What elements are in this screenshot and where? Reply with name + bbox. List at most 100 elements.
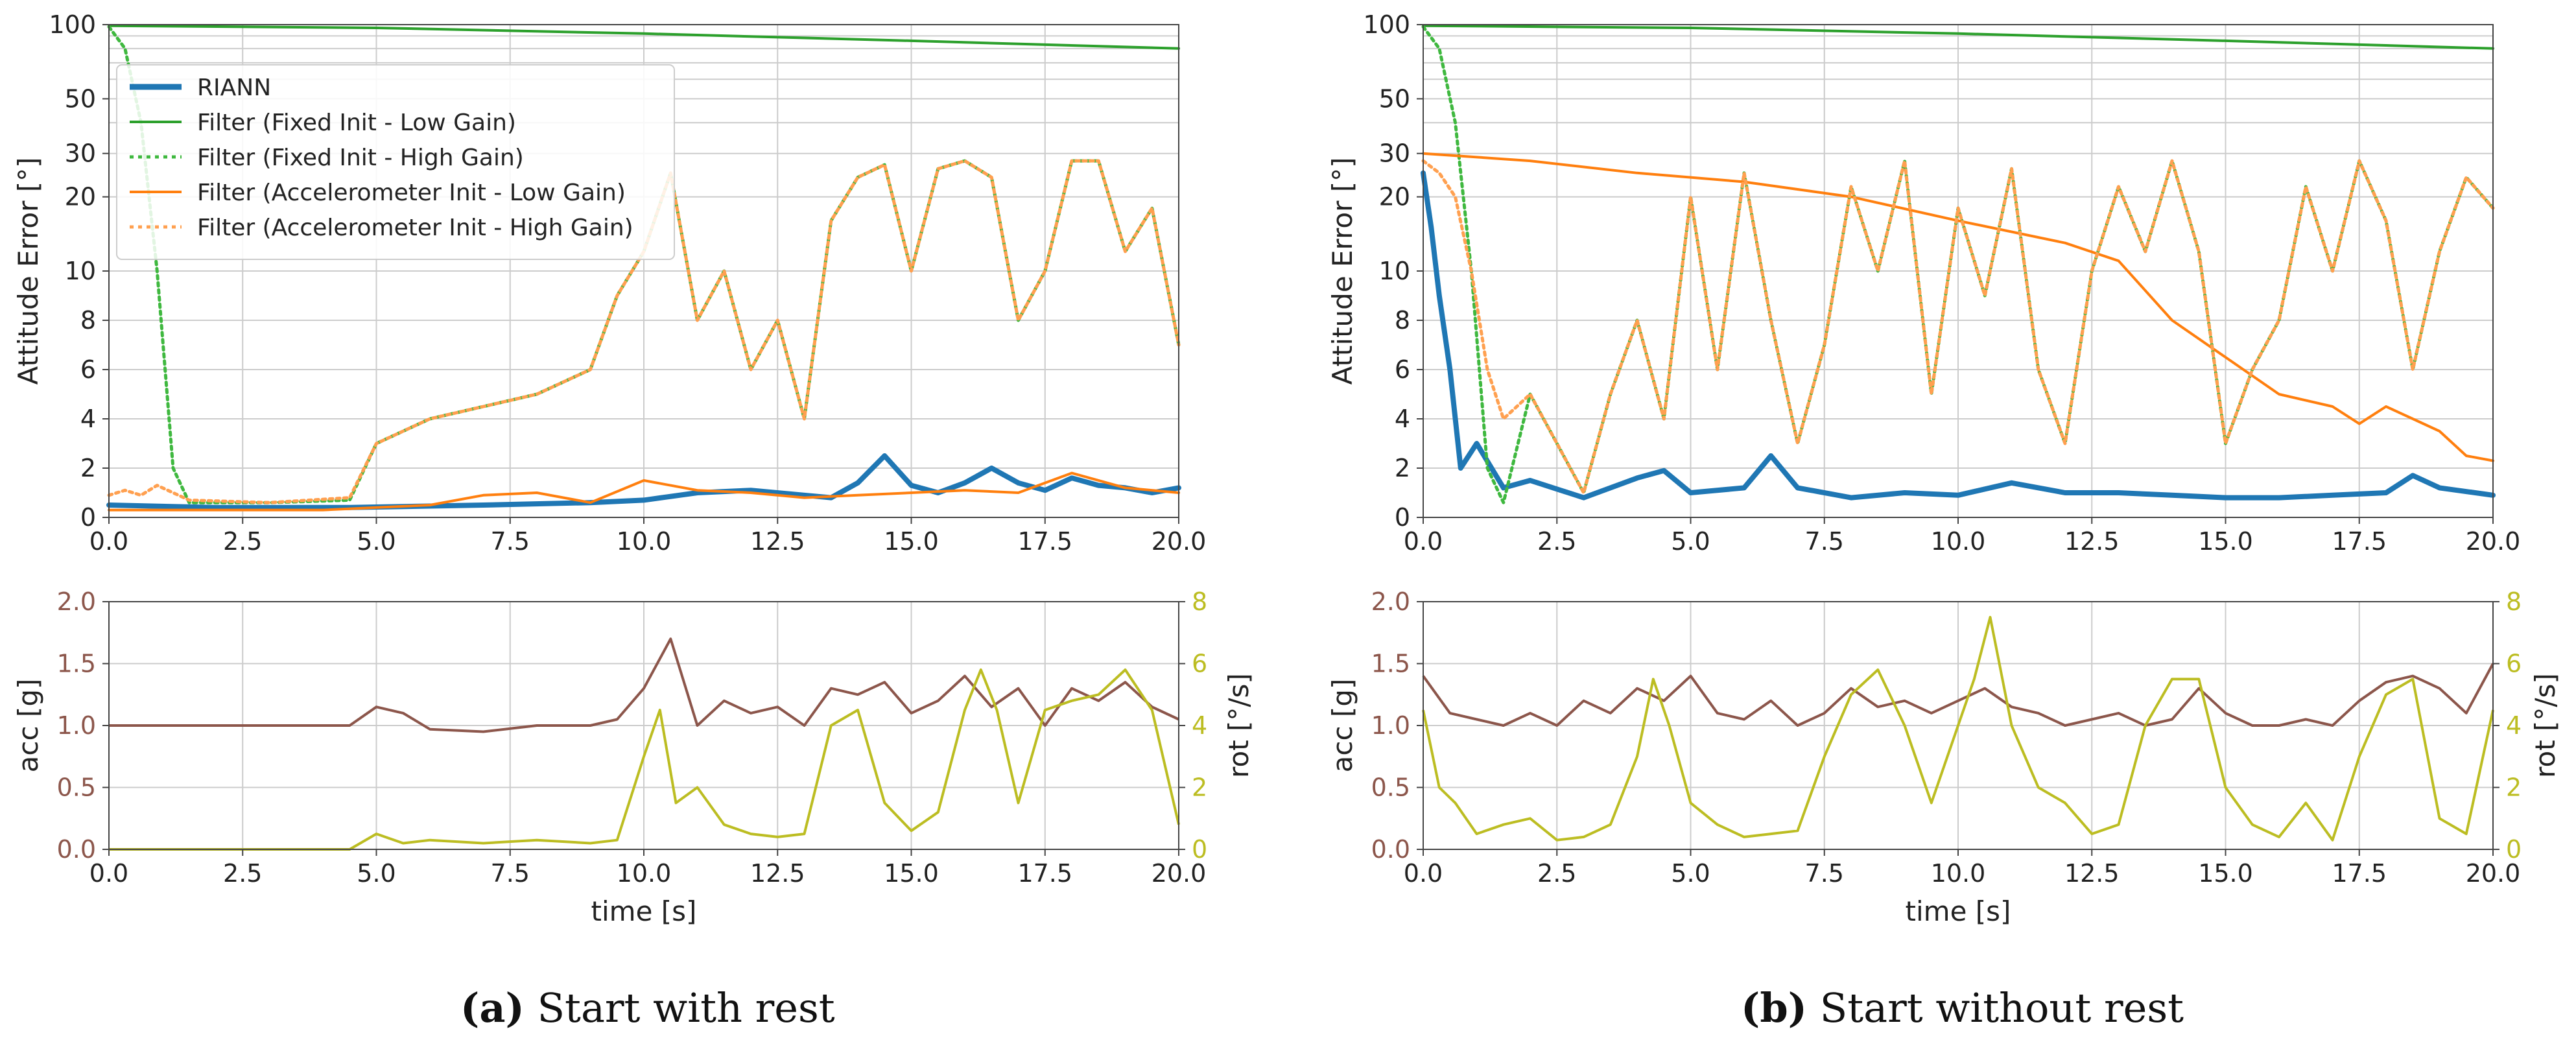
x-tick-label: 7.5 <box>491 527 530 556</box>
caption-panel-b: (b) Start without rest <box>1741 984 2184 1032</box>
y-tick-label-rot: 4 <box>2506 711 2522 740</box>
x-tick-label: 2.5 <box>1537 527 1576 556</box>
y-tick-label: 2 <box>1395 454 1410 482</box>
series-line-riann <box>106 453 1181 510</box>
x-tick-label: 2.5 <box>223 527 262 556</box>
x-tick-label: 7.5 <box>1805 859 1844 888</box>
y-tick-label-acc: 1.5 <box>1371 650 1410 678</box>
x-tick-label: 5.0 <box>1671 859 1710 888</box>
series-layer <box>109 637 1180 851</box>
x-tick-label: 7.5 <box>1805 527 1844 556</box>
y-axis-label-rot: rot [°/s] <box>2529 673 2561 778</box>
y-tick-label: 30 <box>1379 139 1410 168</box>
series-layer <box>106 24 1181 512</box>
x-tick-label: 10.0 <box>1931 859 1986 888</box>
y-tick-label-acc: 0.0 <box>57 835 96 864</box>
series-line-acc <box>109 637 1179 733</box>
caption-text: Start with rest <box>537 984 835 1032</box>
y-tick-label: 8 <box>80 306 96 335</box>
y-tick-label-rot: 4 <box>1192 711 1207 740</box>
y-tick-label-rot: 6 <box>1192 650 1207 678</box>
y-tick-label-acc: 0.5 <box>1371 773 1410 802</box>
y-axis-ticks: 0 2 4 6 8 10 20 30 50 100 <box>49 10 109 532</box>
legend-box <box>116 64 675 260</box>
x-tick-label: 15.0 <box>2198 859 2253 888</box>
y-tick-label: 6 <box>80 355 96 384</box>
y-tick-label: 30 <box>65 139 96 168</box>
y-tick-label-rot: 6 <box>2506 650 2522 678</box>
series-line-filter-accelerometer-init-high-gain <box>107 159 1181 504</box>
y-tick-label-acc: 1.0 <box>57 711 96 740</box>
y-tick-label: 50 <box>65 84 96 113</box>
x-tick-label: 17.5 <box>1017 859 1072 888</box>
x-tick-label: 15.0 <box>884 859 939 888</box>
y-tick-label: 0 <box>1395 503 1410 532</box>
caption-text: Start without rest <box>1819 984 2184 1032</box>
x-tick-label: 20.0 <box>1152 527 1207 556</box>
legend-label-riann: RIANN <box>197 75 271 101</box>
x-tick-label: 0.0 <box>1404 859 1443 888</box>
x-tick-label: 2.5 <box>1537 859 1576 888</box>
y-axis-ticks: 0 2 4 6 8 10 20 30 50 100 <box>1363 10 1423 532</box>
x-tick-label: 5.0 <box>357 859 396 888</box>
series-line-rot <box>109 668 1180 851</box>
caption-letter: (b) <box>1741 984 1808 1032</box>
x-tick-label: 17.5 <box>2332 527 2387 556</box>
panel-b-sensor-plot: 0.0 0.5 1.0 1.5 2.0 0 2 4 6 8 0.0 2.5 5.0 7.5 10.0 12… <box>1327 587 2561 927</box>
legend-label-fixed-low: Filter (Fixed Init - Low Gain) <box>197 110 516 136</box>
x-tick-label: 5.0 <box>1671 527 1710 556</box>
series-line-filter-accelerometer-init-low-gain <box>108 471 1180 512</box>
x-tick-label: 10.0 <box>617 527 672 556</box>
x-axis-ticks: 0.0 2.5 5.0 7.5 10.0 12.5 15.0 17.5 20.0 <box>89 849 1207 888</box>
y-tick-label: 10 <box>1379 257 1410 285</box>
y-tick-label-acc: 1.5 <box>57 650 96 678</box>
series-layer <box>1422 615 2494 842</box>
y-axis-ticks-right: 0 2 4 6 8 <box>2493 587 2522 864</box>
y-tick-label-acc: 2.0 <box>1371 587 1410 616</box>
x-tick-label: 0.0 <box>89 859 128 888</box>
x-tick-label: 12.5 <box>750 527 805 556</box>
x-tick-label: 12.5 <box>2064 859 2120 888</box>
series-line-acc <box>1422 663 2494 727</box>
y-tick-label: 100 <box>1363 10 1410 39</box>
y-tick-label: 4 <box>1395 405 1410 433</box>
x-tick-label: 15.0 <box>884 527 939 556</box>
panel-b-attitude-error-plot: 0 2 4 6 8 10 20 30 50 100 0.0 2.5 5.0 7.5 10.0 12.5 15.… <box>1327 10 2520 556</box>
x-tick-label: 0.0 <box>89 527 128 556</box>
y-tick-label: 2 <box>80 454 96 482</box>
y-axis-label-acc: acc [g] <box>12 679 44 773</box>
y-tick-label: 100 <box>49 10 96 39</box>
y-tick-label-rot: 0 <box>2506 835 2522 864</box>
x-tick-label: 7.5 <box>491 859 530 888</box>
x-axis-ticks: 0.0 2.5 5.0 7.5 10.0 12.5 15.0 17.5 20.0 <box>1404 517 2520 556</box>
y-axis-label-rot: rot [°/s] <box>1223 673 1255 778</box>
y-axis-label: Attitude Error [°] <box>1327 157 1358 384</box>
y-tick-label-acc: 2.0 <box>57 587 96 616</box>
x-tick-label: 10.0 <box>1931 527 1986 556</box>
x-tick-label: 20.0 <box>2466 859 2521 888</box>
y-axis-ticks-right: 0 2 4 6 8 <box>1179 587 1207 864</box>
x-tick-label: 10.0 <box>617 859 672 888</box>
x-tick-label: 2.5 <box>223 859 262 888</box>
y-tick-label-rot: 8 <box>2506 587 2522 616</box>
legend-label-accel-low: Filter (Accelerometer Init - Low Gain) <box>197 180 626 206</box>
legend-label-fixed-high: Filter (Fixed Init - High Gain) <box>197 145 524 171</box>
x-tick-label: 12.5 <box>2064 527 2120 556</box>
x-tick-label: 12.5 <box>750 859 805 888</box>
y-tick-label-rot: 2 <box>2506 773 2522 802</box>
y-tick-label: 20 <box>1379 183 1410 211</box>
y-tick-label-rot: 8 <box>1192 587 1207 616</box>
y-tick-label: 0 <box>80 503 96 532</box>
series-line-rot <box>1422 615 2494 842</box>
series-line-riann <box>1421 170 2496 501</box>
caption-letter: (a) <box>460 984 525 1032</box>
caption-panel-a: (a) Start with rest <box>460 984 835 1032</box>
x-tick-label: 0.0 <box>1404 527 1443 556</box>
x-tick-label: 20.0 <box>1152 859 1207 888</box>
y-tick-label: 50 <box>1379 84 1410 113</box>
series-line-filter-accelerometer-init-high-gain <box>1421 159 2495 495</box>
y-axis-label: Attitude Error [°] <box>12 157 44 384</box>
y-axis-ticks-left: 0.0 0.5 1.0 1.5 2.0 <box>57 587 109 864</box>
y-tick-label-rot: 0 <box>1192 835 1207 864</box>
